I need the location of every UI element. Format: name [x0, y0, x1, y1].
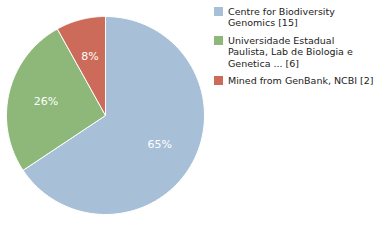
svg-text:65%: 65%	[147, 138, 171, 151]
html-text:Centre for Biodiversity Genomi: Centre for Biodiversity Genomics [15]	[228, 6, 335, 29]
html-text:Universidade Estadual Paulista: Universidade Estadual Paulista, Lab de B…	[228, 34, 353, 69]
svg-text:8%: 8%	[81, 50, 98, 63]
html-text:Mined from GenBank, NCBI [2]: Mined from GenBank, NCBI [2]	[228, 75, 374, 86]
svg-text:26%: 26%	[34, 95, 58, 108]
